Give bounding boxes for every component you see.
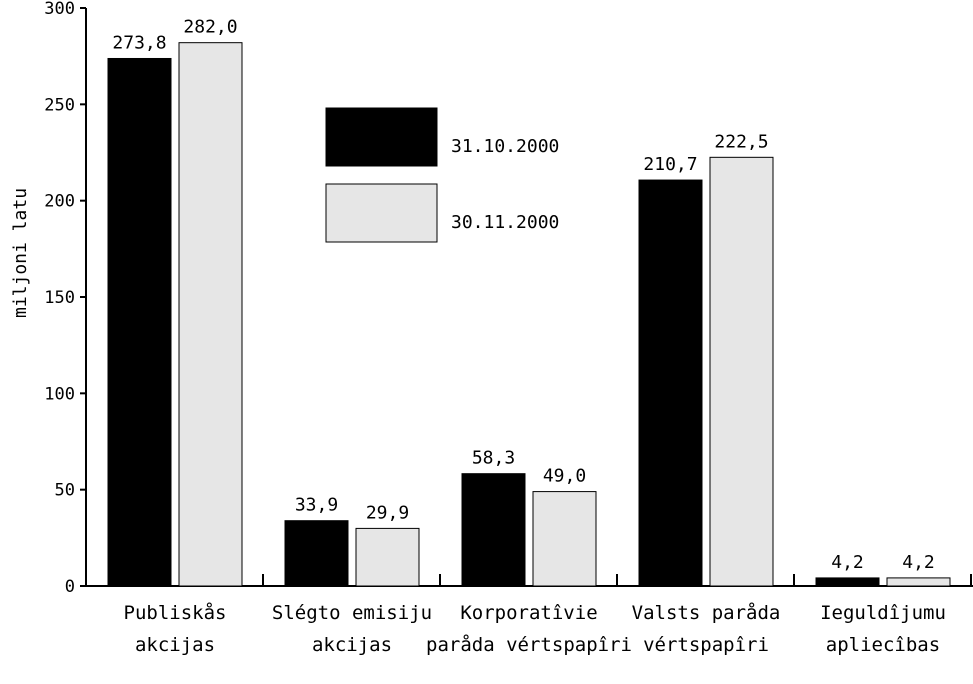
bar <box>107 57 172 587</box>
y-axis-title: miljoni latu <box>10 188 31 318</box>
y-tick-label: 50 <box>55 481 75 501</box>
data-label: 4,2 <box>902 552 935 573</box>
category-label: apliecîbas <box>826 634 940 656</box>
bar <box>886 577 951 587</box>
data-label: 222,5 <box>714 131 768 152</box>
data-label: 4,2 <box>831 552 864 573</box>
data-label: 33,9 <box>295 495 338 516</box>
category-label: Publiskås <box>124 601 227 624</box>
legend-swatch <box>325 183 438 243</box>
y-tick-label: 150 <box>44 288 75 308</box>
bar <box>461 473 526 587</box>
bar <box>815 577 880 587</box>
category-label: paråda vértspapîri <box>426 633 632 656</box>
category-label: Valsts paråda <box>632 601 781 624</box>
legend-label: 31.10.2000 <box>451 136 559 157</box>
legend: 31.10.2000 30.11.2000 <box>325 107 559 243</box>
bar <box>178 42 243 587</box>
bar <box>532 491 597 587</box>
y-tick-label: 200 <box>44 192 75 212</box>
data-label: 58,3 <box>472 448 515 469</box>
legend-swatch <box>325 107 438 167</box>
legend-label: 30.11.2000 <box>451 212 559 233</box>
bar <box>638 179 703 587</box>
category-label: Slégto emisiju <box>272 602 432 624</box>
category-label: Korporatîvie <box>460 602 597 624</box>
y-tick-label: 300 <box>44 0 75 19</box>
y-tick-label: 0 <box>65 577 75 597</box>
data-label: 29,9 <box>366 502 409 523</box>
bar <box>355 527 420 587</box>
category-label: akcijas <box>312 634 392 656</box>
data-label: 210,7 <box>643 154 697 175</box>
bar <box>284 520 349 587</box>
bars <box>107 42 951 587</box>
category-label: vértspapîri <box>643 634 769 656</box>
data-labels: 273,8 282,0 33,9 29,9 58,3 49,0 210,7 222,5 4,2 4… <box>112 17 934 573</box>
data-label: 49,0 <box>543 466 586 487</box>
data-label: 273,8 <box>112 32 166 53</box>
category-label: Ieguldîjumu <box>820 602 946 624</box>
bar <box>709 156 774 587</box>
y-tick-label: 250 <box>44 95 75 115</box>
data-label: 282,0 <box>183 17 237 38</box>
category-label: akcijas <box>135 634 215 656</box>
y-tick-label: 100 <box>44 384 75 404</box>
category-labels: Publiskås akcijas Slégto emisiju akcijas Kor… <box>124 601 946 656</box>
